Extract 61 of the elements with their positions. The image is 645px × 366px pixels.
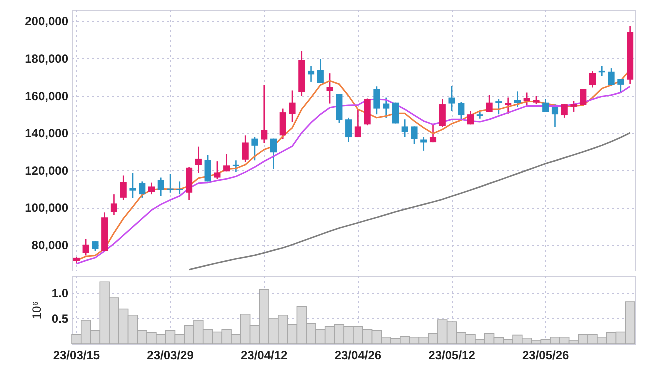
candlestick (608, 68, 615, 87)
x-tick-label: 23/03/15 (53, 348, 100, 362)
candlestick (242, 135, 249, 163)
candlestick (374, 86, 380, 116)
candlestick (204, 154, 212, 182)
x-tick-label: 23/05/12 (428, 348, 476, 362)
candlestick (224, 154, 230, 172)
candlestick (252, 136, 258, 162)
candlestick (542, 98, 550, 113)
y-tick-label: 80,000 (32, 238, 69, 252)
candlestick (82, 238, 90, 256)
x-tick-label: 23/05/26 (522, 348, 570, 362)
candlestick (402, 118, 408, 138)
candlestick (383, 97, 390, 119)
candlestick (570, 100, 578, 113)
y-axis-title: 10⁶ (30, 301, 44, 320)
candlestick (430, 124, 437, 144)
candlestick (448, 85, 456, 112)
x-tick-label: 23/04/26 (334, 348, 382, 362)
candlestick (139, 181, 146, 199)
candlestick (486, 94, 493, 113)
candlestick (270, 138, 278, 170)
candlestick (346, 117, 352, 143)
candlestick (167, 174, 174, 194)
y-tick-label: 1.0 (52, 286, 69, 300)
y-tick-label: 160,000 (25, 89, 69, 104)
candlestick (618, 78, 624, 94)
candlestick (439, 98, 446, 128)
candlestick (232, 160, 240, 174)
candlestick (411, 126, 418, 145)
candlestick (92, 240, 99, 252)
candlestick (326, 72, 334, 104)
candlestick (195, 146, 202, 174)
candlestick (214, 160, 221, 180)
candlestick (354, 110, 362, 138)
candlestick (505, 97, 512, 114)
y-tick-label: 140,000 (25, 126, 69, 141)
candlestick (580, 88, 587, 106)
candlestick (589, 70, 596, 88)
candlestick (468, 110, 474, 126)
y-tick-label: 0.5 (52, 312, 69, 326)
candlestick (561, 104, 568, 119)
candlestick (458, 101, 465, 120)
y-tick-label: 120,000 (25, 164, 69, 178)
y-tick-label: 180,000 (25, 52, 69, 66)
y-tick-label: 200,000 (25, 14, 69, 29)
candlestick (148, 182, 156, 196)
line-series (188, 132, 632, 271)
candlestick (120, 175, 127, 201)
candlestick (280, 108, 286, 140)
candlestick (317, 58, 324, 84)
candlestick (289, 90, 296, 123)
candlestick (176, 181, 184, 196)
candlestick (130, 172, 136, 200)
x-tick-label: 23/04/12 (241, 348, 288, 362)
y-tick-label: 100,000 (25, 201, 69, 216)
candlestick (158, 177, 164, 197)
x-tick-label: 23/03/29 (147, 348, 194, 362)
candlestick (261, 84, 268, 144)
candlestick (110, 194, 118, 216)
candlestick (308, 66, 315, 83)
